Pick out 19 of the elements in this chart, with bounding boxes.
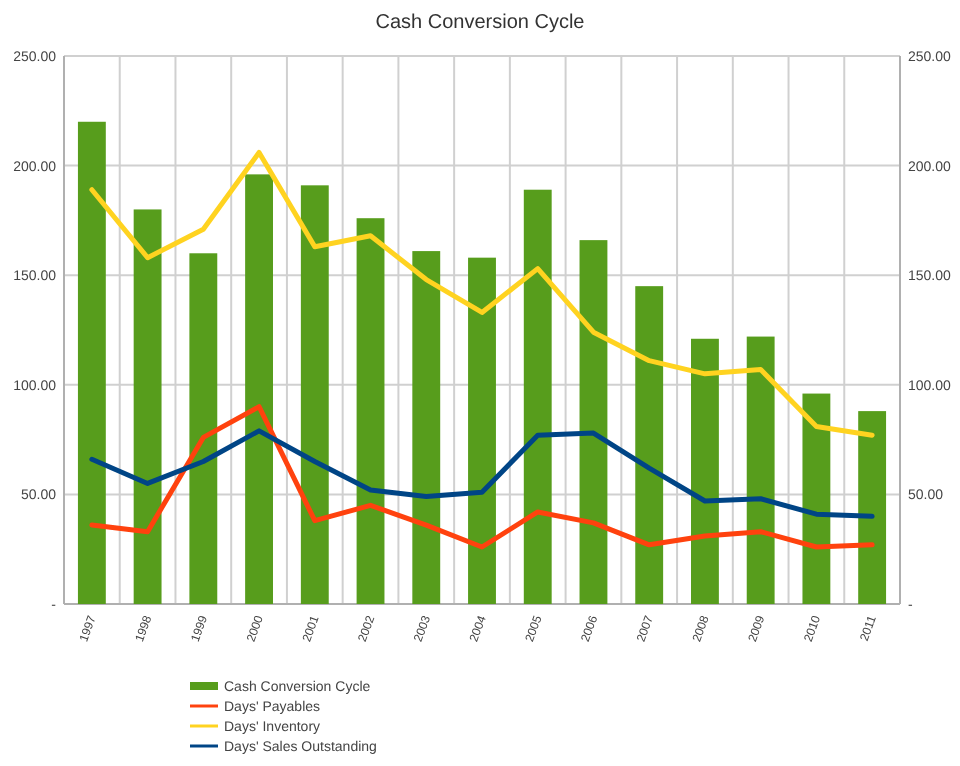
bar (300, 185, 329, 604)
bar (691, 338, 719, 604)
bar (523, 189, 552, 604)
bar (77, 121, 106, 604)
chart-title: Cash Conversion Cycle (375, 12, 586, 34)
bar (468, 257, 496, 604)
bar (858, 411, 887, 604)
bar (189, 253, 218, 604)
bar (635, 286, 664, 604)
bar (746, 336, 775, 604)
line-series (89, 149, 875, 438)
bar (802, 393, 831, 604)
bar (412, 251, 441, 604)
line-series (89, 428, 875, 519)
bar (245, 174, 273, 604)
line-series (89, 404, 875, 550)
bar (579, 240, 608, 604)
bar (133, 209, 162, 604)
bar (356, 218, 385, 604)
